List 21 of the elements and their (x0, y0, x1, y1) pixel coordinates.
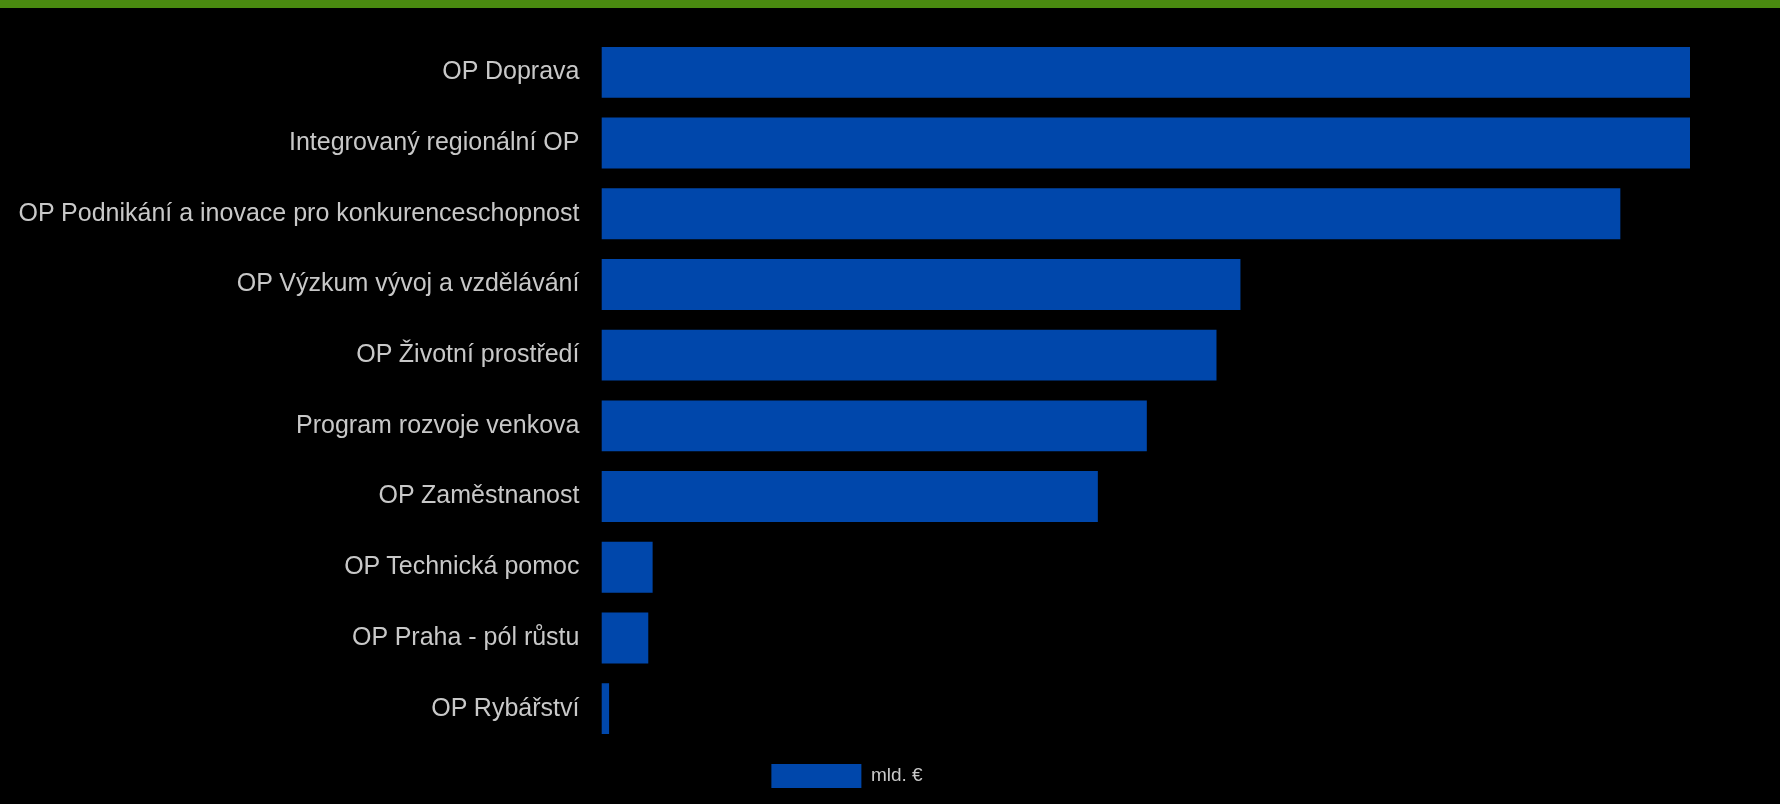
bar (601, 541, 653, 593)
bar (601, 188, 1621, 240)
bar (601, 46, 1690, 98)
bar (601, 612, 649, 664)
y-tick-label: Integrovaný regionální OP (288, 126, 580, 155)
bar (601, 117, 1690, 169)
y-tick-label: OP Praha - pól růstu (352, 621, 580, 650)
y-tick-label: OP Rybářství (431, 692, 580, 721)
bar (601, 400, 1147, 452)
y-tick-label: OP Podnikání a inovace pro konkurenceschopnost (18, 197, 580, 226)
bar (601, 471, 1098, 522)
y-tick-label: OP Zaměstnanost (378, 480, 580, 509)
y-tick-label: OP Doprava (442, 56, 580, 85)
y-tick-label: OP Výzkum vývoj a vzdělávání (236, 268, 580, 297)
legend-label: mld. € (870, 764, 924, 786)
y-tick-label: Program rozvoje venkova (295, 409, 580, 438)
bar (601, 329, 1217, 381)
y-tick-label: OP Technická pomoc (344, 551, 580, 580)
bar (601, 683, 610, 735)
bar (601, 259, 1241, 310)
y-tick-label: OP Životní prostředí (356, 339, 580, 368)
